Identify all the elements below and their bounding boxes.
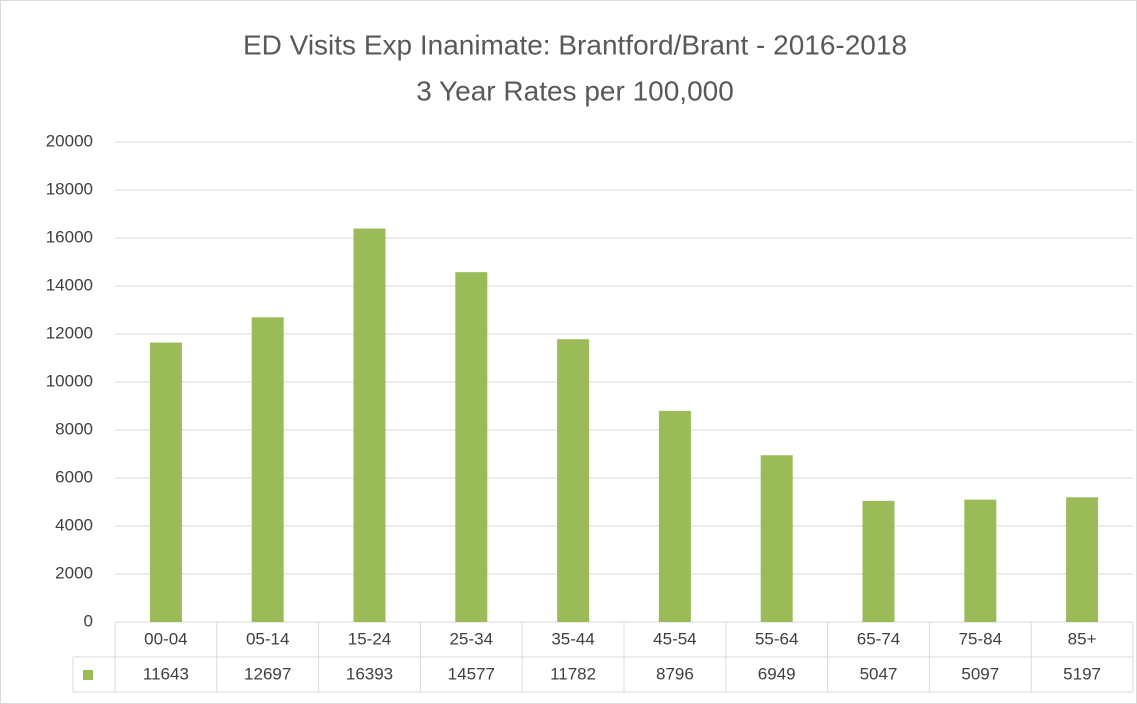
- legend-marker: [83, 670, 93, 680]
- table-value: 5197: [1063, 664, 1101, 683]
- x-tick-label: 75-84: [959, 629, 1002, 648]
- bar: [964, 499, 997, 622]
- table-value: 5047: [860, 664, 898, 683]
- bar: [557, 339, 590, 622]
- x-tick-label: 55-64: [755, 629, 798, 648]
- bar: [658, 410, 691, 622]
- x-tick-label: 05-14: [246, 629, 289, 648]
- y-tick-label: 20000: [46, 131, 93, 150]
- table-value: 11643: [143, 664, 189, 683]
- bar: [1066, 497, 1099, 622]
- x-tick-label: 45-54: [653, 629, 696, 648]
- bar: [862, 500, 895, 622]
- table-value: 5097: [961, 664, 999, 683]
- x-tick-label: 85+: [1068, 629, 1097, 648]
- y-tick-label: 6000: [55, 467, 93, 486]
- table-value: 8796: [656, 664, 694, 683]
- x-tick-label: 25-34: [450, 629, 493, 648]
- y-tick-label: 0: [84, 611, 93, 630]
- x-tick-label: 00-04: [144, 629, 187, 648]
- bar: [353, 228, 386, 622]
- chart-subtitle: 3 Year Rates per 100,000: [416, 75, 734, 106]
- y-tick-label: 2000: [55, 563, 93, 582]
- bar: [455, 272, 488, 622]
- table-value: 12697: [244, 664, 291, 683]
- bar: [760, 455, 793, 622]
- bar: [251, 317, 284, 622]
- table-value: 6949: [758, 664, 796, 683]
- x-tick-label: 15-24: [348, 629, 391, 648]
- y-tick-label: 18000: [46, 179, 93, 198]
- table-value: 14577: [448, 664, 495, 683]
- table-value: 16393: [346, 664, 393, 683]
- bar: [149, 342, 182, 622]
- y-tick-label: 16000: [46, 227, 93, 246]
- y-tick-label: 12000: [46, 323, 93, 342]
- y-tick-label: 8000: [55, 419, 93, 438]
- y-tick-label: 14000: [46, 275, 93, 294]
- table-value: 11782: [550, 664, 596, 683]
- x-tick-label: 65-74: [857, 629, 900, 648]
- y-tick-label: 4000: [55, 515, 93, 534]
- x-tick-label: 35-44: [551, 629, 594, 648]
- chart-title: ED Visits Exp Inanimate: Brantford/Brant…: [243, 29, 907, 60]
- y-tick-label: 10000: [46, 371, 93, 390]
